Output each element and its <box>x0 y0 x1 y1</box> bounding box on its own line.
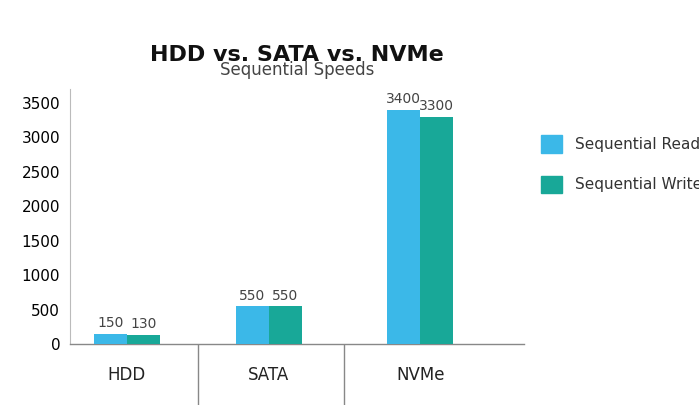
Bar <box>127 335 160 344</box>
Bar <box>268 306 302 344</box>
Text: 550: 550 <box>272 288 298 303</box>
Text: 150: 150 <box>97 316 123 330</box>
Bar <box>94 334 127 344</box>
Text: 3300: 3300 <box>419 99 454 113</box>
Legend: Sequential Read, Sequential Write: Sequential Read, Sequential Write <box>541 135 699 193</box>
Text: Sequential Speeds: Sequential Speeds <box>220 61 374 79</box>
Bar <box>236 306 268 344</box>
Text: 130: 130 <box>130 318 157 331</box>
Bar <box>420 117 453 344</box>
Text: 3400: 3400 <box>386 92 421 106</box>
Title: HDD vs. SATA vs. NVMe: HDD vs. SATA vs. NVMe <box>150 45 444 65</box>
Bar <box>387 110 420 344</box>
Text: 550: 550 <box>239 288 265 303</box>
